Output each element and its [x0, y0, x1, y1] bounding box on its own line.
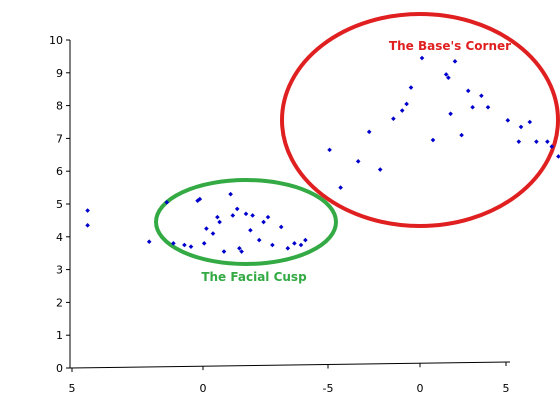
data-point	[204, 226, 209, 231]
data-point	[210, 231, 216, 236]
data-point	[243, 211, 249, 217]
y-ticks: 0 1 2 3 4 5 6 7 8 9 10	[49, 34, 70, 375]
y-tick-label: 10	[49, 34, 63, 47]
y-tick-label: 2	[56, 296, 63, 309]
data-point	[171, 241, 176, 246]
data-point	[85, 208, 90, 213]
annotation-labels: The Facial Cusp The Base's Corner	[201, 39, 511, 284]
data-point	[327, 147, 332, 153]
annotation-shapes	[154, 12, 560, 266]
data-point	[265, 214, 271, 220]
data-point	[146, 239, 152, 245]
data-point	[261, 219, 266, 225]
data-point	[221, 249, 227, 254]
data-point	[270, 242, 275, 248]
data-point	[228, 191, 233, 197]
y-tick-label: 8	[56, 100, 63, 113]
data-point	[505, 118, 511, 123]
annotation-label-facial-cusp: The Facial Cusp	[201, 270, 307, 284]
x-axis-line	[69, 361, 511, 369]
data-point	[545, 139, 550, 144]
data-point	[278, 224, 284, 230]
x-tick-label: 5	[69, 382, 76, 395]
y-tick-label: 3	[56, 264, 63, 277]
y-tick-label: 1	[56, 329, 63, 342]
annotation-label-bases-corner: The Base's Corner	[389, 39, 511, 53]
bases-corner-ellipse	[280, 12, 560, 228]
data-point	[234, 206, 240, 212]
y-tick-label: 5	[56, 198, 63, 211]
data-point	[448, 111, 453, 117]
data-point	[518, 124, 524, 130]
data-point	[217, 219, 222, 225]
data-point	[182, 242, 187, 248]
data-point	[485, 104, 491, 110]
y-tick-label: 0	[56, 362, 63, 375]
data-point	[452, 59, 458, 64]
data-point	[230, 213, 236, 218]
data-point	[197, 196, 203, 202]
data-point	[338, 185, 343, 190]
data-point	[527, 119, 533, 125]
x-tick-label: 0	[417, 382, 424, 395]
data-point	[377, 167, 383, 172]
data-point	[479, 93, 484, 99]
data-point	[250, 213, 255, 218]
x-ticks: 5 0 -5 0 5	[69, 362, 510, 395]
data-point	[164, 200, 170, 205]
data-point	[430, 137, 436, 143]
data-point	[298, 242, 304, 248]
data-point	[408, 85, 414, 90]
data-point	[470, 104, 475, 110]
data-point	[355, 159, 361, 164]
data-point	[419, 55, 425, 61]
x-tick-label: 0	[200, 382, 207, 395]
y-tick-label: 6	[56, 165, 63, 178]
facial-cusp-ellipse	[154, 178, 338, 266]
data-point	[85, 223, 90, 228]
data-point	[366, 129, 372, 135]
x-tick-label: 5	[503, 382, 510, 395]
data-point	[292, 241, 297, 246]
data-point	[399, 108, 405, 113]
data-point	[465, 88, 471, 94]
data-point	[391, 116, 396, 122]
data-point	[549, 144, 555, 149]
data-point	[443, 72, 449, 77]
data-point	[459, 132, 464, 138]
data-point	[201, 241, 207, 246]
data-point	[303, 237, 308, 243]
data-point	[237, 245, 242, 251]
data-point	[248, 227, 253, 233]
data-point	[446, 75, 451, 81]
data-point	[285, 245, 291, 251]
y-tick-label: 7	[56, 132, 63, 145]
data-points	[85, 55, 560, 254]
data-point	[556, 154, 560, 159]
data-point	[534, 139, 539, 144]
data-point	[516, 139, 522, 144]
data-point	[215, 214, 220, 220]
data-point	[256, 237, 262, 243]
x-tick-label: -5	[323, 382, 334, 395]
y-tick-label: 9	[56, 67, 63, 80]
data-point	[239, 249, 244, 254]
data-point	[404, 101, 409, 107]
data-point	[188, 244, 194, 249]
y-tick-label: 4	[56, 231, 63, 244]
